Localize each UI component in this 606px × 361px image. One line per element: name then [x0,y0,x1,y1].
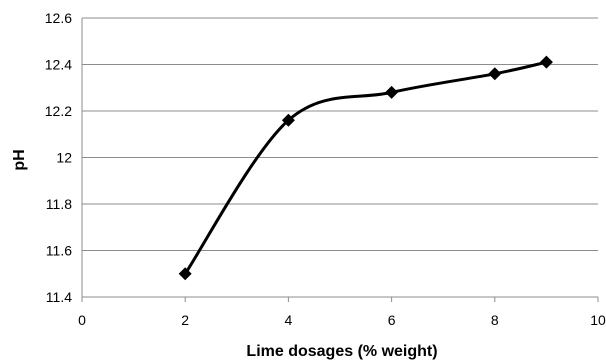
data-point [178,267,192,281]
y-tick-label: 11.4 [46,289,72,305]
x-tick-label: 10 [590,312,606,328]
x-tick-label: 2 [181,312,189,328]
y-tick-label: 11.6 [46,243,72,259]
x-tick-label: 6 [388,312,396,328]
y-tick-labels: 11.4 11.6 11.8 12 12.2 12.4 12.6 [45,10,72,305]
data-point [488,67,502,81]
y-tick-label: 12 [56,150,72,166]
data-point [281,113,295,127]
y-axis-title: pH [11,149,28,170]
x-tick-labels: 0 2 4 6 8 10 [78,312,606,328]
data-point-markers [178,55,553,281]
y-tick-label: 12.6 [45,10,72,26]
y-tick-label: 12.4 [45,57,72,73]
data-point [385,85,399,99]
x-tick-label: 4 [285,312,293,328]
gridlines [82,17,598,251]
y-tick-label: 11.8 [46,196,72,212]
x-tick-label: 0 [78,312,86,328]
x-tick-label: 8 [491,312,499,328]
x-axis-title: Lime dosages (% weight) [246,343,437,360]
y-tick-label: 12.2 [45,103,72,119]
axes [81,18,599,302]
series-line [183,60,547,275]
data-point [539,55,553,69]
